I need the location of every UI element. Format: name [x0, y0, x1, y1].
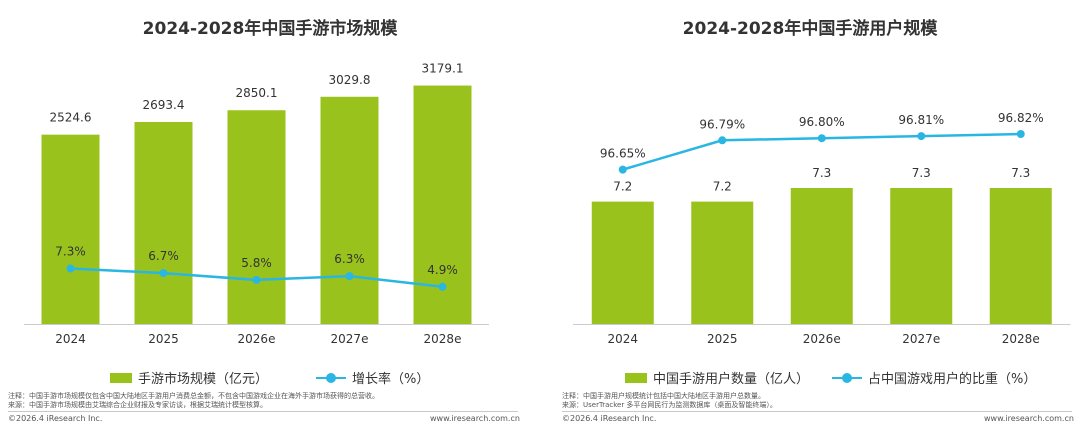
legend-line-swatch: [832, 372, 862, 383]
x-tick-label: 2026e: [803, 332, 841, 346]
legend-bar-swatch: [110, 372, 132, 383]
x-tick-label: 2025: [707, 332, 738, 346]
market-size-chart: 2524.6 2024 2693.4 2025 2850.1 2026e 3029.8 202…: [24, 62, 489, 346]
bar: [591, 201, 654, 324]
line-value-label: 96.65%: [600, 147, 646, 161]
market-size-chart-panel: 2024-2028年中国手游市场规模 2524.6 2024 2693.4 2025 2…: [8, 19, 520, 423]
website: www.iresearch.com.cn: [984, 414, 1074, 423]
bar: [320, 96, 379, 324]
footer-divider: [562, 411, 1072, 412]
copyright: ©2026.4 iResearch Inc.: [8, 414, 103, 423]
line-point: [345, 272, 354, 281]
bar-value-label: 2850.1: [236, 86, 278, 100]
x-tick-label: 2028e: [424, 332, 462, 346]
footer-divider: [8, 411, 518, 412]
x-tick-label: 2027e: [902, 332, 940, 346]
legend-line-label: 增长率（%）: [352, 372, 430, 387]
x-tick-label: 2028e: [1002, 332, 1040, 346]
legend-bar-label: 手游市场规模（亿元）: [138, 372, 269, 387]
legend-line-label: 占中国游戏用户的比重（%）: [868, 372, 1037, 387]
line-value-label: 96.82%: [998, 111, 1044, 125]
x-tick-label: 2026e: [238, 332, 276, 346]
line-value-label: 96.79%: [699, 117, 745, 131]
footnote-source: 来源：UserTracker 多平台网民行为监测数据库（桌面及智能终端）。: [562, 401, 777, 409]
footnote-note: 注释：中国手游用户规模统计包括中国大陆地区手游用户总数量。: [562, 392, 765, 400]
line-value-label: 96.81%: [898, 113, 944, 127]
line-value-label: 7.3%: [55, 245, 86, 259]
user-size-chart-panel: 2024-2028年中国手游用户规模 7.2 2024 7.2 2025 7.3 2026…: [540, 0, 1080, 429]
legend-bar-item: 中国手游用户数量（亿人）: [625, 368, 809, 387]
line-point: [817, 134, 826, 143]
line-value-label: 5.8%: [241, 256, 272, 270]
chart-title: 2024-2028年中国手游用户规模: [682, 19, 938, 39]
website: www.iresearch.com.cn: [430, 414, 520, 423]
bar-value-label: 7.3: [812, 166, 831, 180]
legend-line-swatch: [316, 372, 346, 383]
bar: [989, 188, 1052, 324]
x-tick-label: 2024: [607, 332, 638, 346]
bar-value-label: 7.2: [613, 180, 632, 194]
x-tick-label: 2024: [55, 332, 86, 346]
bar: [227, 110, 286, 325]
line-point: [66, 264, 75, 273]
line-value-label: 6.7%: [148, 249, 179, 263]
legend-bar-swatch: [625, 372, 647, 383]
bar-value-label: 2693.4: [143, 98, 185, 112]
footnote-note: 注释：中国手游市场规模仅包含中国大陆地区手游用户消费总金额，不包含中国游戏企业在…: [8, 392, 379, 400]
bar: [790, 188, 853, 324]
line-point: [1016, 130, 1025, 138]
bar: [41, 134, 100, 324]
line-point: [438, 282, 447, 291]
bar-value-label: 2524.6: [50, 111, 92, 125]
legend-line-item: 占中国游戏用户的比重（%）: [832, 368, 1036, 387]
line-point: [618, 165, 627, 174]
x-tick-label: 2025: [148, 332, 179, 346]
bar: [134, 121, 193, 325]
legend-line-item: 增长率（%）: [316, 368, 429, 387]
x-tick-label: 2027e: [331, 332, 369, 346]
bar: [691, 201, 754, 324]
bar-value-label: 3029.8: [329, 73, 371, 87]
bar-value-label: 7.2: [713, 180, 732, 194]
line-point: [159, 269, 168, 278]
footnote-source: 来源：中国手游市场规模由艾瑞综合企业财报及专家访谈，根据艾瑞统计模型核算。: [8, 401, 267, 409]
line-value-label: 96.80%: [799, 115, 845, 129]
legend-bar-item: 手游市场规模（亿元）: [110, 368, 268, 387]
legend-bar-label: 中国手游用户数量（亿人）: [653, 372, 810, 387]
line-point: [252, 275, 261, 284]
bar-value-label: 7.3: [912, 166, 931, 180]
user-size-chart: 7.2 2024 7.2 2025 7.3 2026e 7.3 2027e 7.3 2028e 96…: [573, 111, 1071, 346]
copyright: ©2026.4 iResearch Inc.: [562, 414, 657, 423]
line-point: [917, 132, 926, 141]
bar-value-label: 7.3: [1011, 166, 1030, 180]
bar: [890, 188, 953, 324]
line-value-label: 6.3%: [334, 252, 365, 266]
line-value-label: 4.9%: [427, 263, 458, 277]
bar-value-label: 3179.1: [422, 62, 464, 76]
chart-title: 2024-2028年中国手游市场规模: [142, 19, 398, 39]
line-point: [718, 136, 727, 145]
